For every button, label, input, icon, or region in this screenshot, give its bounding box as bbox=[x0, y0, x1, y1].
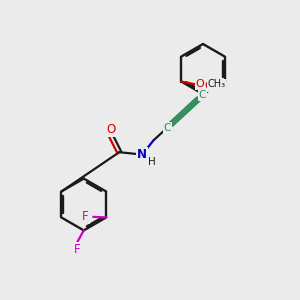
Text: O: O bbox=[106, 123, 116, 136]
Text: C: C bbox=[164, 123, 171, 133]
Text: H: H bbox=[148, 157, 155, 166]
Text: F: F bbox=[74, 243, 81, 256]
Text: O: O bbox=[204, 81, 213, 91]
Text: CH₃: CH₃ bbox=[208, 80, 226, 89]
Text: N: N bbox=[137, 148, 147, 161]
Text: C: C bbox=[199, 90, 206, 100]
Text: O: O bbox=[196, 80, 204, 89]
Text: F: F bbox=[82, 210, 89, 223]
